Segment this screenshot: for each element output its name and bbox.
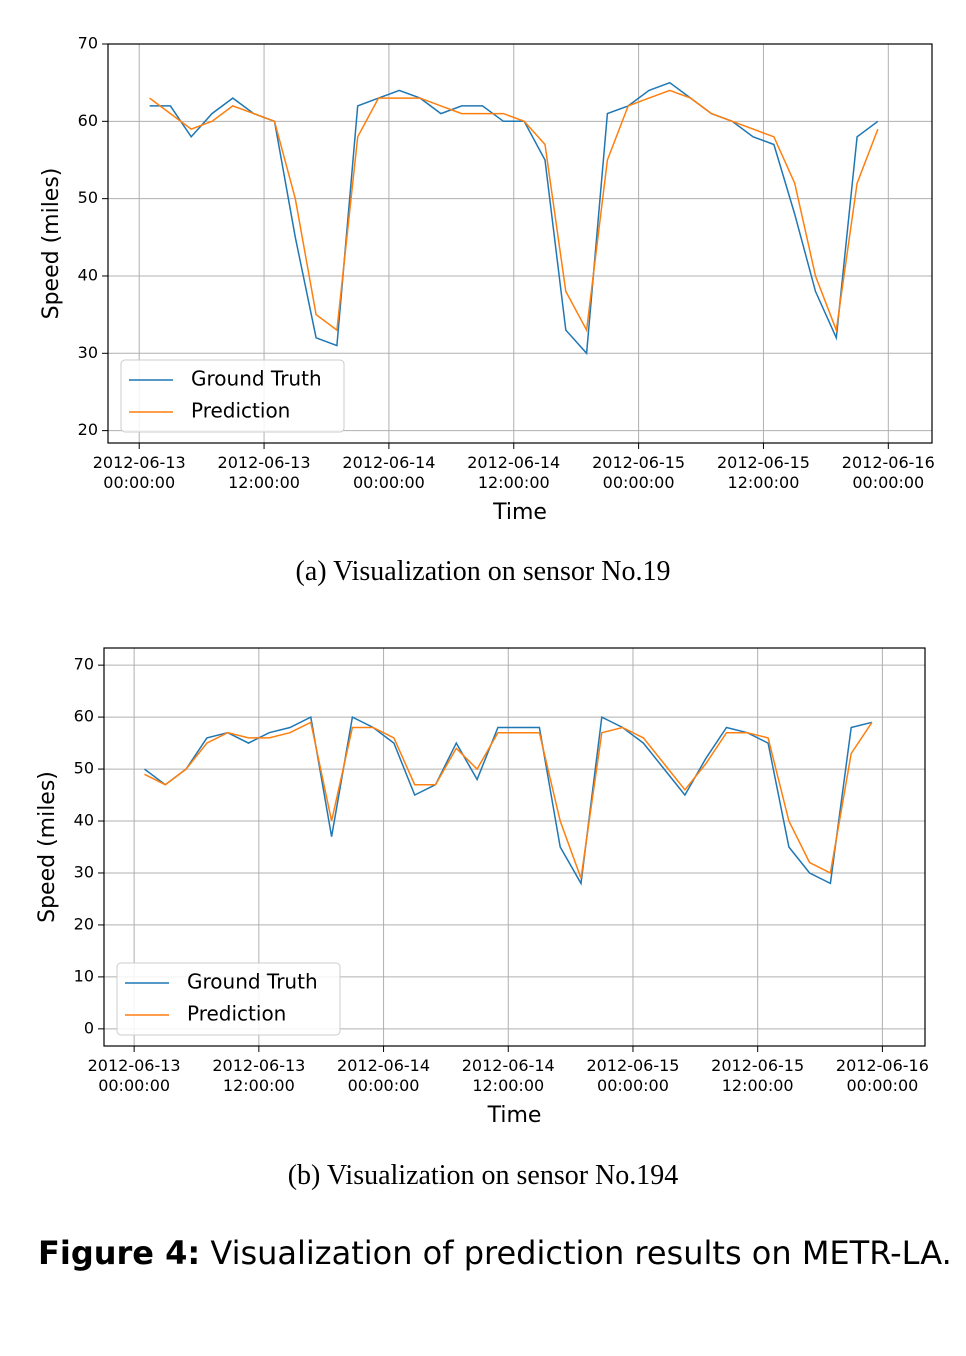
legend-box xyxy=(120,359,345,433)
y-tick-label: 50 xyxy=(74,759,94,778)
x-axis-label: Time xyxy=(492,500,547,525)
y-tick-label: 70 xyxy=(74,655,94,674)
subcaption: (b) Visualization on sensor No.194 xyxy=(287,1160,679,1191)
series-line xyxy=(144,721,873,879)
y-tick-label: 50 xyxy=(78,188,98,207)
figure-label: Figure 4: xyxy=(38,1234,201,1272)
x-tick-label: 2012-06-13 12:00:00 xyxy=(217,453,311,492)
x-tick-label: 2012-06-13 12:00:00 xyxy=(212,1056,306,1095)
axes-frame xyxy=(107,43,933,444)
legend-label: Prediction xyxy=(191,399,290,423)
legend-box xyxy=(116,962,341,1036)
legend-label: Ground Truth xyxy=(191,367,322,391)
y-tick-label: 10 xyxy=(74,966,94,985)
legend-label: Ground Truth xyxy=(187,970,318,994)
x-tick-label: 2012-06-16 00:00:00 xyxy=(841,453,935,492)
y-tick-label: 60 xyxy=(78,111,98,130)
series-line xyxy=(144,715,873,886)
x-tick-label: 2012-06-14 00:00:00 xyxy=(337,1056,431,1095)
y-tick-label: 70 xyxy=(78,34,98,53)
x-tick-label: 2012-06-15 00:00:00 xyxy=(586,1056,680,1095)
y-axis-label: Speed (miles) xyxy=(39,168,64,320)
subcaption: (a) Visualization on sensor No.19 xyxy=(295,556,671,587)
legend-label: Prediction xyxy=(187,1002,286,1026)
y-tick-label: 40 xyxy=(78,265,98,284)
y-tick-label: 20 xyxy=(74,914,94,933)
x-tick-label: 2012-06-15 00:00:00 xyxy=(592,453,686,492)
x-tick-label: 2012-06-14 12:00:00 xyxy=(461,1056,555,1095)
series-line xyxy=(149,89,879,334)
figure-text: Visualization of prediction results on M… xyxy=(210,1234,952,1272)
y-tick-label: 30 xyxy=(74,862,94,881)
x-axis-label: Time xyxy=(487,1103,542,1128)
x-tick-label: 2012-06-14 12:00:00 xyxy=(467,453,561,492)
x-tick-label: 2012-06-14 00:00:00 xyxy=(342,453,436,492)
y-tick-label: 40 xyxy=(74,811,94,830)
y-tick-label: 20 xyxy=(78,420,98,439)
x-tick-label: 2012-06-13 00:00:00 xyxy=(92,453,186,492)
y-tick-label: 60 xyxy=(74,707,94,726)
y-axis-label: Speed (miles) xyxy=(35,771,60,923)
x-tick-label: 2012-06-15 12:00:00 xyxy=(716,453,810,492)
axes-frame xyxy=(103,647,926,1047)
y-tick-label: 30 xyxy=(78,343,98,362)
x-tick-label: 2012-06-16 00:00:00 xyxy=(835,1056,929,1095)
figure-caption: Figure 4: Visualization of prediction re… xyxy=(38,1234,952,1272)
x-tick-label: 2012-06-13 00:00:00 xyxy=(87,1056,181,1095)
x-tick-label: 2012-06-15 12:00:00 xyxy=(711,1056,805,1095)
y-tick-label: 0 xyxy=(84,1018,94,1037)
